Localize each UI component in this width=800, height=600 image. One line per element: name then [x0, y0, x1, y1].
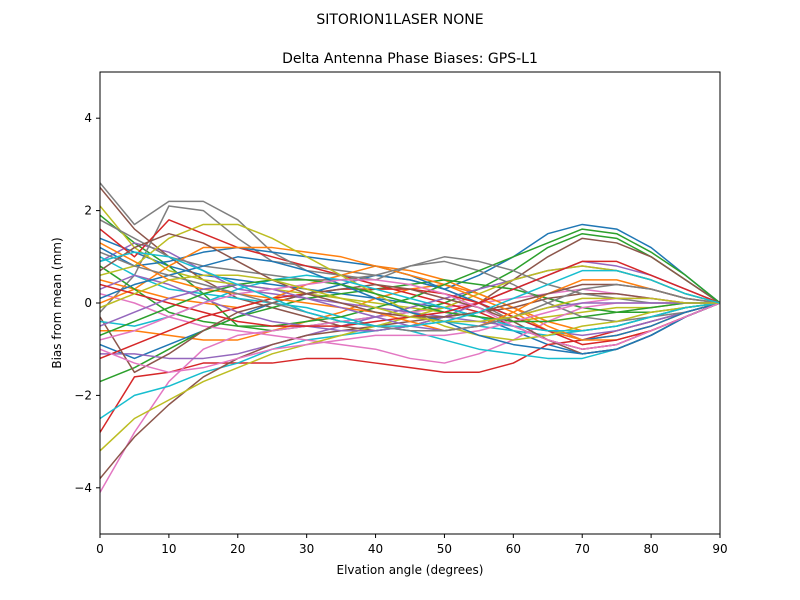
x-axis-ticks: 0 10 20 30 40 50 60 70 80 90 — [96, 534, 728, 556]
x-tick-label: 60 — [506, 542, 521, 556]
x-tick-label: 70 — [575, 542, 590, 556]
y-axis-label: Bias from mean (mm) — [50, 237, 64, 368]
series-line-4 — [100, 302, 720, 433]
y-axis-ticks: −4 −2 0 2 4 — [74, 111, 100, 495]
y-tick-label: 2 — [84, 204, 92, 218]
series-line-31 — [100, 256, 720, 355]
series-layer — [100, 182, 720, 493]
y-tick-label: 4 — [84, 111, 92, 125]
y-tick-label: −4 — [74, 481, 92, 495]
series-line-40 — [100, 251, 720, 327]
series-line-28 — [100, 219, 720, 304]
chart-suptitle: SITORION1LASER NONE — [316, 12, 483, 28]
chart-title: Delta Antenna Phase Biases: GPS-L1 — [282, 51, 538, 67]
x-tick-label: 50 — [437, 542, 452, 556]
series-line-39 — [100, 274, 720, 323]
x-tick-label: 0 — [96, 542, 104, 556]
x-axis-label: Elvation angle (degrees) — [337, 563, 484, 577]
y-tick-label: −2 — [74, 388, 92, 402]
x-tick-label: 90 — [712, 542, 727, 556]
x-tick-label: 20 — [230, 542, 245, 556]
x-tick-label: 40 — [368, 542, 383, 556]
x-tick-label: 80 — [643, 542, 658, 556]
x-tick-label: 30 — [299, 542, 314, 556]
y-tick-label: 0 — [84, 296, 92, 310]
series-line-18 — [100, 182, 720, 323]
series-line-38 — [100, 251, 720, 332]
series-line-33 — [100, 279, 720, 337]
x-tick-label: 10 — [161, 542, 176, 556]
series-line-37 — [100, 279, 720, 350]
